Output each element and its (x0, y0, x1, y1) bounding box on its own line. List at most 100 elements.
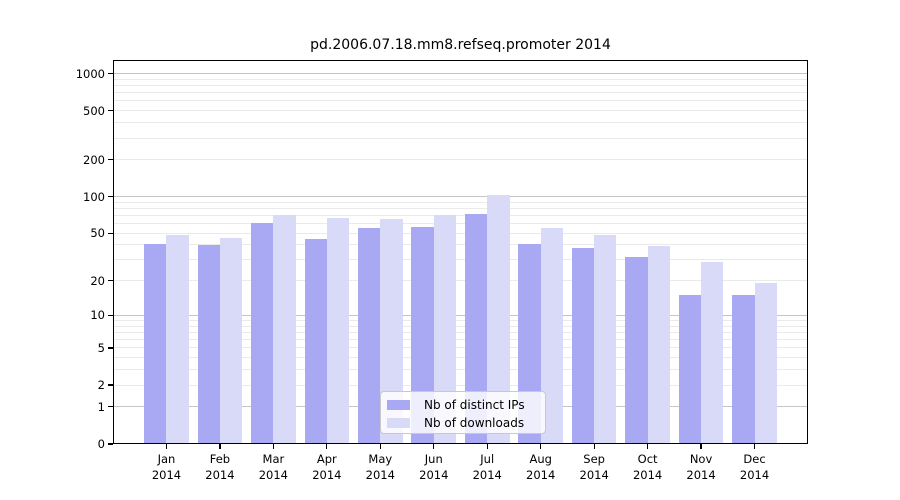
bar-downloads-mar (273, 214, 296, 444)
y-tick-label: 1000 (75, 66, 105, 81)
y-axis-tick (108, 384, 113, 386)
x-tick-label: Apr 2014 (295, 452, 359, 483)
major-gridline (114, 196, 807, 198)
bar-distinct-ips-nov (678, 295, 702, 444)
x-tick-month: Feb (209, 452, 231, 466)
x-tick-year: 2014 (312, 467, 342, 482)
x-tick-label: Aug 2014 (509, 452, 573, 483)
minor-gridline (114, 339, 807, 341)
x-tick-year: 2014 (472, 467, 502, 482)
x-tick-year: 2014 (526, 467, 556, 482)
y-tick-label: 200 (83, 152, 105, 167)
minor-gridline (114, 384, 807, 386)
y-axis-tick (108, 314, 113, 317)
minor-gridline (114, 232, 807, 234)
x-axis-tick (326, 444, 328, 449)
x-tick-label: Dec 2014 (723, 452, 787, 483)
minor-gridline (114, 110, 807, 112)
y-axis-tick (108, 159, 113, 161)
x-tick-month: Oct (637, 452, 658, 466)
bar-downloads-aug (540, 228, 563, 444)
minor-gridline (114, 325, 807, 327)
x-tick-month: Nov (689, 452, 713, 466)
x-tick-year: 2014 (258, 467, 289, 482)
minor-gridline (114, 280, 807, 282)
bar-downloads-jun (433, 214, 457, 444)
minor-gridline (114, 137, 807, 139)
legend-label-downloads: Nb of downloads (424, 416, 525, 430)
minor-gridline (114, 214, 807, 216)
x-axis-tick (540, 444, 542, 449)
minor-gridline (114, 369, 807, 371)
y-axis-tick (108, 406, 113, 408)
minor-gridline (114, 332, 807, 333)
x-tick-year: 2014 (419, 467, 449, 482)
y-axis-tick (108, 443, 113, 445)
x-tick-year: 2014 (686, 467, 716, 482)
x-tick-month: Dec (743, 452, 766, 466)
y-axis-tick (108, 280, 113, 282)
y-axis-tick (108, 72, 113, 75)
minor-gridline (114, 78, 807, 80)
bar-distinct-ips-jan (144, 243, 167, 444)
x-tick-year: 2014 (579, 467, 609, 482)
major-gridline (114, 314, 807, 316)
minor-gridline (114, 207, 807, 209)
x-axis-tick (165, 444, 168, 449)
x-tick-label: Oct 2014 (616, 452, 680, 483)
bar-distinct-ips-jul (464, 213, 488, 444)
bar-downloads-feb (219, 237, 243, 444)
bar-distinct-ips-may (358, 228, 381, 444)
x-axis-tick (700, 444, 702, 449)
x-tick-label: Nov 2014 (669, 452, 733, 483)
bar-downloads-jul (487, 194, 510, 444)
x-tick-year: 2014 (151, 467, 182, 482)
y-tick-label: 5 (97, 340, 105, 355)
minor-gridline (114, 201, 807, 203)
x-tick-label: May 2014 (348, 452, 412, 483)
x-tick-month: Jun (424, 452, 443, 466)
x-tick-year: 2014 (365, 467, 395, 482)
chart-title: pd.2006.07.18.mm8.refseq.promoter 2014 (310, 37, 611, 53)
minor-gridline (114, 259, 807, 261)
y-tick-label: 2 (97, 378, 105, 393)
legend-swatch-distinct-ips (387, 400, 410, 410)
bar-distinct-ips-mar (251, 222, 274, 444)
legend-swatch-downloads (387, 418, 410, 428)
x-axis-tick (433, 444, 435, 449)
legend-entry-distinct-ips: Nb of distinct IPs (387, 396, 537, 414)
x-tick-label: Sep 2014 (562, 452, 626, 483)
x-tick-label: Jun 2014 (402, 452, 466, 483)
minor-gridline (114, 223, 807, 225)
bar-downloads-jan (166, 235, 189, 444)
bar-downloads-apr (326, 217, 350, 444)
x-axis-tick (379, 444, 381, 449)
x-tick-year: 2014 (205, 467, 235, 482)
x-tick-year: 2014 (739, 467, 770, 482)
bar-distinct-ips-sep (571, 247, 595, 444)
major-gridline (114, 73, 807, 75)
x-tick-month: Mar (262, 452, 285, 466)
x-tick-month: May (368, 452, 393, 466)
y-tick-label: 10 (90, 308, 105, 323)
minor-gridline (114, 320, 807, 322)
legend-entry-downloads: Nb of downloads (387, 414, 537, 432)
y-axis-tick (108, 110, 113, 112)
x-axis-tick (219, 444, 221, 449)
x-tick-year: 2014 (632, 467, 663, 482)
minor-gridline (114, 85, 807, 87)
x-tick-label: Mar 2014 (241, 452, 305, 483)
minor-gridline (114, 244, 807, 246)
bar-distinct-ips-feb (197, 244, 220, 444)
x-tick-label: Jan 2014 (134, 452, 198, 483)
x-axis-tick (593, 444, 595, 449)
y-tick-label: 500 (83, 103, 105, 118)
minor-gridline (114, 347, 807, 349)
minor-gridline (114, 159, 807, 161)
bar-distinct-ips-oct (625, 256, 648, 444)
bar-downloads-dec (754, 283, 777, 444)
bar-downloads-may (380, 219, 403, 444)
y-axis-tick (108, 232, 113, 234)
y-axis-tick (108, 195, 113, 198)
